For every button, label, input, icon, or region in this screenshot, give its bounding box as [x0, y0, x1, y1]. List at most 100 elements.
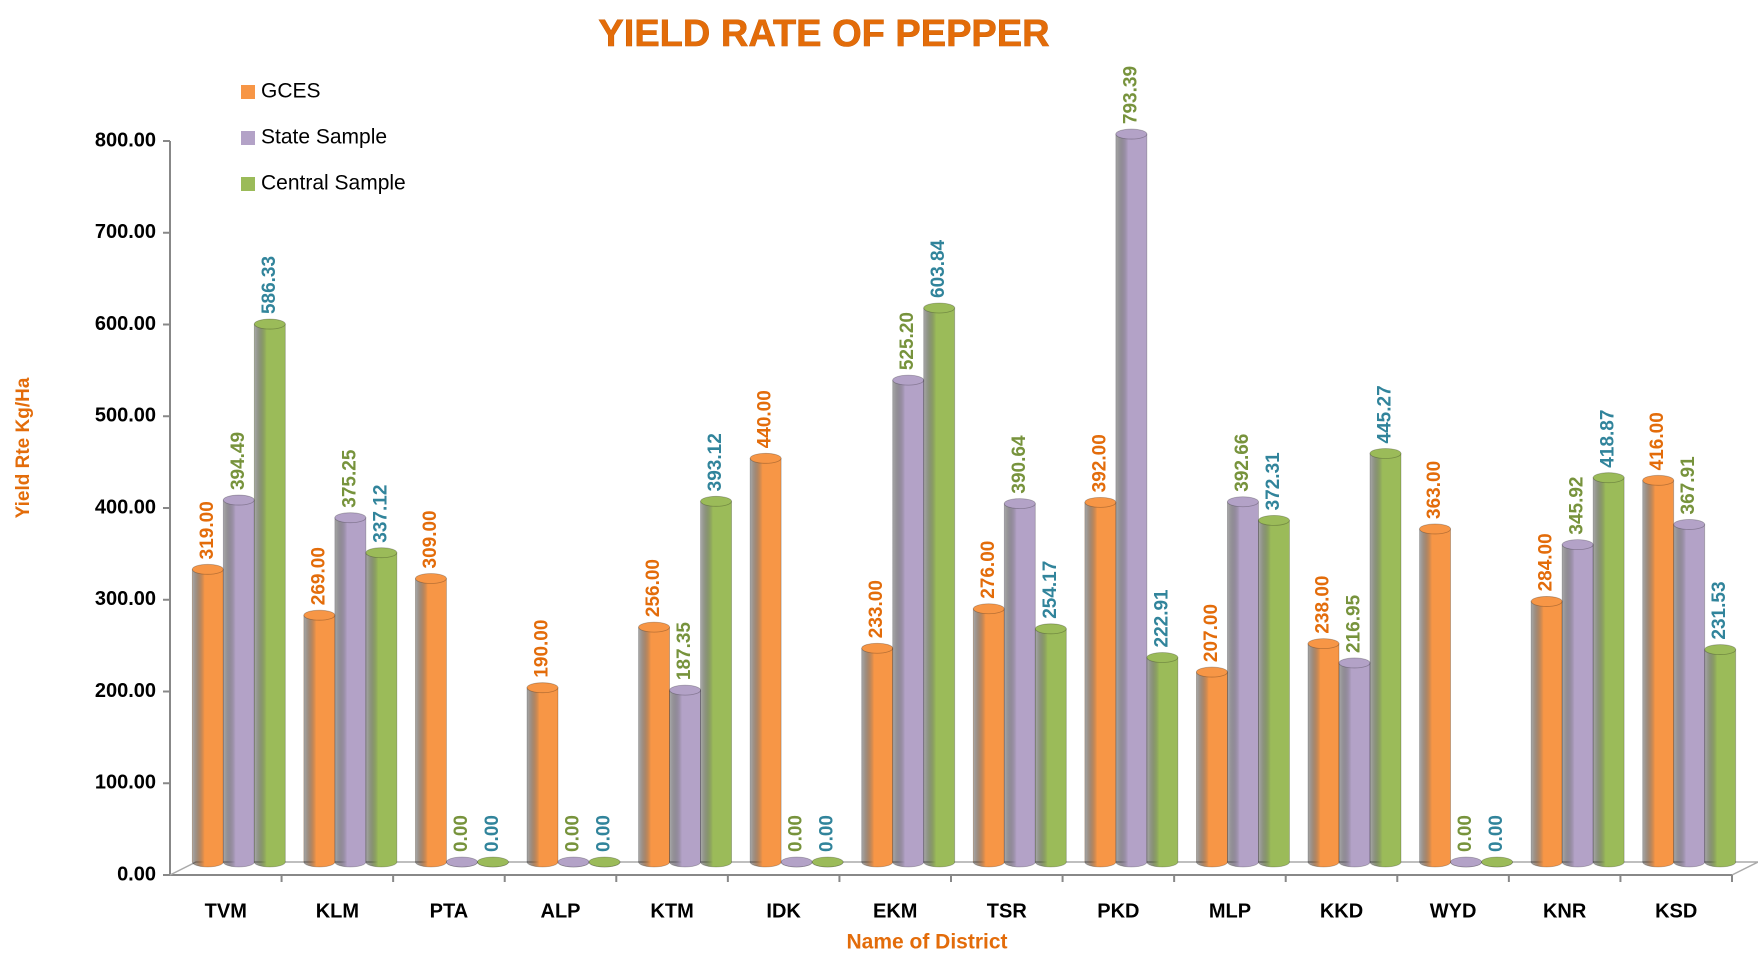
value-label: 190.00: [532, 620, 553, 678]
y-tick-label: 400.00: [95, 496, 156, 518]
bar: [1146, 657, 1179, 868]
bar-top: [1196, 666, 1228, 678]
bar: [638, 626, 670, 868]
bar: [892, 379, 925, 868]
value-label: 0.00: [1486, 815, 1507, 852]
bar: [1530, 601, 1563, 868]
value-label: 207.00: [1201, 604, 1222, 662]
bar-top: [780, 856, 813, 868]
bar: [1419, 528, 1451, 868]
bar-top: [446, 856, 478, 868]
bar: [222, 499, 255, 868]
bar-top: [1419, 523, 1451, 535]
chart-title: YIELD RATE OF PEPPER: [598, 13, 1049, 55]
value-label: 0.00: [451, 815, 472, 852]
bar-top: [1642, 474, 1675, 486]
x-tick-label: MLP: [1209, 900, 1251, 922]
value-label: 416.00: [1647, 412, 1668, 470]
bar: [1338, 662, 1371, 868]
bar: [1369, 453, 1402, 868]
x-tick-label: IDK: [766, 900, 801, 922]
value-label: 394.49: [228, 432, 249, 490]
bar-top: [365, 547, 398, 559]
bar-top: [222, 494, 255, 506]
value-label: 337.12: [370, 485, 391, 543]
x-tick-label: WYD: [1430, 900, 1477, 922]
value-label: 793.39: [1120, 66, 1141, 124]
bar-top: [811, 856, 844, 868]
bar: [1084, 501, 1117, 868]
x-tick-label: KLM: [316, 900, 359, 922]
value-label: 276.00: [978, 541, 999, 599]
bar: [1561, 544, 1594, 868]
bar: [1258, 520, 1290, 868]
bar-top: [1530, 596, 1563, 607]
value-label: 440.00: [755, 390, 776, 448]
bar-top: [334, 512, 367, 524]
bar-top: [191, 563, 224, 575]
value-label: 319.00: [197, 501, 218, 559]
value-label: 390.64: [1009, 435, 1030, 494]
bar: [365, 552, 398, 868]
value-label: 0.00: [786, 815, 807, 852]
y-tick-label: 0.00: [117, 863, 156, 885]
value-label: 0.00: [817, 815, 838, 852]
bar-top: [892, 374, 925, 386]
bar: [526, 687, 559, 868]
x-tick-label: TSR: [987, 900, 1028, 922]
bar: [1642, 479, 1675, 868]
bar: [191, 568, 224, 868]
value-label: 345.92: [1567, 476, 1588, 534]
bar-top: [1084, 496, 1117, 508]
bar-top: [415, 573, 447, 584]
bar-top: [749, 452, 782, 464]
value-label: 603.84: [928, 239, 949, 298]
bar-top: [700, 495, 732, 507]
bar: [1673, 524, 1706, 868]
y-tick-label: 300.00: [95, 588, 156, 610]
x-tick-label: KNR: [1543, 900, 1587, 922]
bar-top: [638, 621, 670, 633]
bar-top: [1227, 496, 1259, 508]
bar-top: [1704, 644, 1737, 655]
x-tick-label: PKD: [1097, 900, 1139, 922]
value-label: 254.17: [1040, 561, 1061, 619]
bar-top: [1146, 652, 1179, 663]
y-tick-label: 500.00: [95, 405, 156, 427]
bar: [700, 500, 732, 868]
bar-top: [1258, 515, 1290, 526]
value-label: 393.12: [705, 433, 726, 491]
bar: [749, 457, 782, 868]
value-label: 367.91: [1678, 456, 1699, 515]
bar-top: [1115, 128, 1148, 140]
value-label: 238.00: [1313, 576, 1334, 634]
bar: [972, 608, 1005, 868]
bar: [1003, 503, 1036, 868]
value-label: 0.00: [482, 815, 503, 852]
value-label: 269.00: [308, 547, 329, 605]
y-tick-label: 700.00: [95, 221, 156, 243]
bar-top: [669, 684, 701, 696]
bar-top: [861, 642, 894, 654]
bar-top: [972, 603, 1005, 615]
value-label: 375.25: [339, 449, 360, 508]
bar-top: [1369, 448, 1402, 459]
bar: [923, 307, 956, 868]
bar: [334, 517, 367, 868]
bar-top: [557, 856, 590, 868]
bar: [1034, 628, 1067, 868]
bar: [861, 647, 894, 868]
legend-swatch: [241, 85, 255, 99]
bar-top: [1450, 856, 1482, 868]
x-axis-title: Name of District: [846, 931, 1007, 954]
bar-top: [1561, 539, 1594, 551]
value-label: 233.00: [866, 580, 887, 638]
x-tick-label: EKM: [873, 900, 917, 922]
bar-top: [1481, 856, 1513, 868]
value-label: 284.00: [1536, 533, 1557, 591]
bar: [253, 323, 286, 868]
x-tick-label: KTM: [650, 900, 693, 922]
bar: [1196, 671, 1228, 868]
bar-top: [1003, 498, 1036, 509]
